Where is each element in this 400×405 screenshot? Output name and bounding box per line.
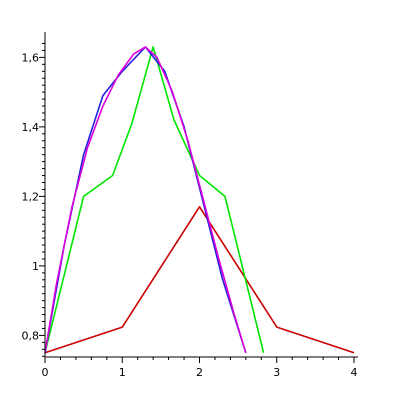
y-tick-label: 1,4 xyxy=(22,121,40,134)
y-tick-label: 1,6 xyxy=(22,51,40,64)
series-line-2 xyxy=(44,46,265,353)
y-tick-label: 1 xyxy=(32,260,39,273)
series-line-1 xyxy=(44,206,355,354)
axis-layer xyxy=(39,32,358,363)
series-line-3 xyxy=(44,46,247,354)
x-tick-label: 2 xyxy=(196,366,203,379)
x-tick-label: 0 xyxy=(42,366,49,379)
series-line-4 xyxy=(44,46,247,354)
tick-label-layer: 0 1 2 3 4 0,8 1 1,2 1,4 1,6 xyxy=(22,51,358,379)
x-tick-label: 4 xyxy=(351,366,358,379)
y-tick-label: 1,2 xyxy=(22,190,40,203)
series-layer xyxy=(44,46,355,354)
x-tick-label: 1 xyxy=(119,366,126,379)
y-tick-label: 0,8 xyxy=(22,329,40,342)
x-tick-label: 3 xyxy=(273,366,280,379)
